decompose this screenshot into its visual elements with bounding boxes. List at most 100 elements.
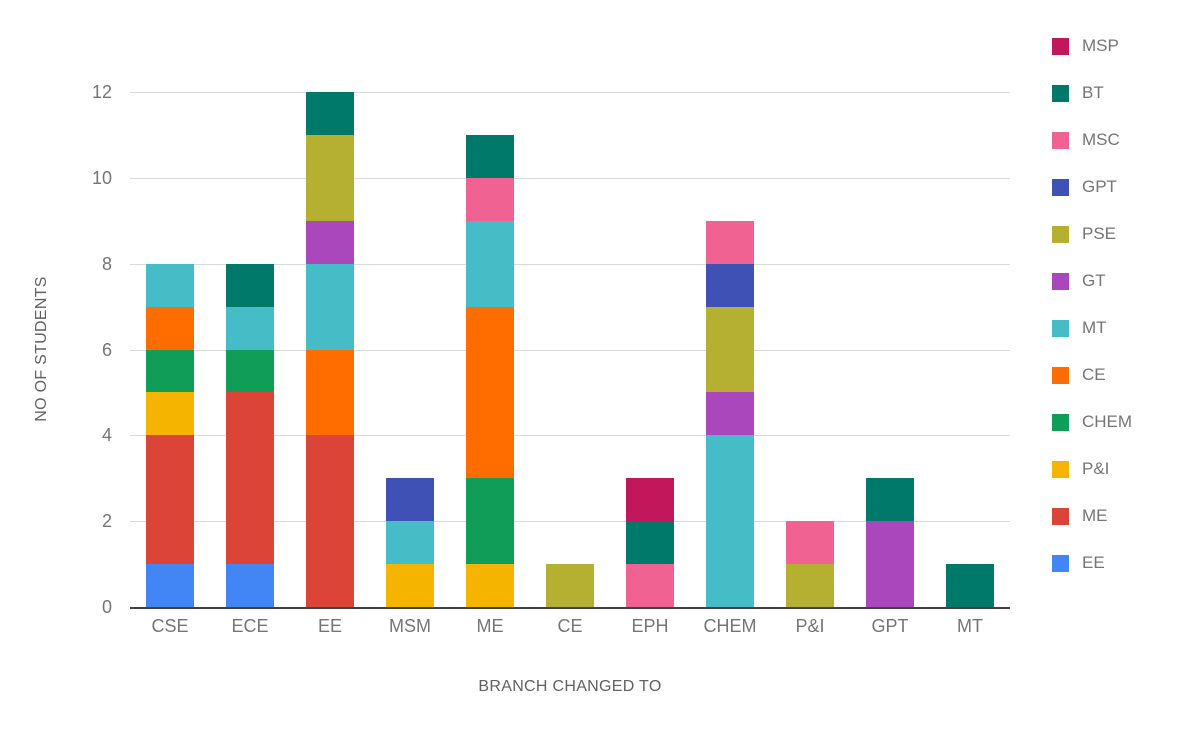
plot-area <box>130 92 1010 609</box>
bar-segment-ME-CHEM <box>466 478 514 565</box>
bar-segment-ECE-CHEM <box>226 349 274 393</box>
bar-segment-EPH-MSC <box>626 564 674 607</box>
bar-segment-CSE-CE <box>146 306 194 350</box>
y-tick-label: 4 <box>101 425 112 446</box>
bar-segment-ME-MT <box>466 220 514 307</box>
x-tick-label-ECE: ECE <box>231 616 269 636</box>
legend-swatch-GPT <box>1052 178 1069 196</box>
legend-item-ME: ME <box>1052 506 1132 526</box>
bar-segment-P&I-PSE <box>786 564 834 607</box>
legend-label: MT <box>1082 318 1107 337</box>
bar-segment-MT-BT <box>946 564 994 607</box>
x-axis-ticks: CSE ECE EE MSM ME CE EPH CHEM P&I GPT MT <box>130 616 1010 640</box>
bar-segment-CSE-ME <box>146 435 194 565</box>
gridline-8 <box>130 263 1010 265</box>
legend-label: EE <box>1082 553 1105 572</box>
legend-swatch-ME <box>1052 507 1069 525</box>
legend-label: MSC <box>1082 130 1120 149</box>
bar-segment-CSE-P&I <box>146 392 194 436</box>
legend-swatch-BT <box>1052 84 1069 102</box>
bar-segment-EE-ME <box>306 435 354 607</box>
bar-EE <box>306 92 354 607</box>
bar-segment-GPT-GT <box>866 521 914 607</box>
bar-segment-EPH-BT <box>626 521 674 565</box>
legend-item-MSC: MSC <box>1052 130 1132 150</box>
bar-segment-GPT-BT <box>866 478 914 522</box>
legend-item-BT: BT <box>1052 83 1132 103</box>
bar-segment-MSM-MT <box>386 521 434 565</box>
bar-segment-ECE-BT <box>226 263 274 307</box>
bar-segment-EE-PSE <box>306 134 354 221</box>
bar-segment-ME-MSC <box>466 177 514 221</box>
legend-label: GT <box>1082 271 1106 290</box>
legend-item-PSE: PSE <box>1052 224 1132 244</box>
bar-MT <box>946 564 994 607</box>
bar-segment-EE-BT <box>306 92 354 135</box>
legend-item-CE: CE <box>1052 365 1132 385</box>
legend-item-GT: GT <box>1052 271 1132 291</box>
bar-segment-CHEM-PSE <box>706 306 754 393</box>
legend-swatch-CE <box>1052 366 1069 384</box>
legend-label: GPT <box>1082 177 1117 196</box>
x-tick-label-P&I: P&I <box>795 616 825 636</box>
bar-P&I <box>786 521 834 607</box>
bar-segment-ECE-ME <box>226 392 274 565</box>
x-tick-label-MSM: MSM <box>389 616 431 636</box>
bar-segment-EE-CE <box>306 349 354 436</box>
legend: MSP BT MSC GPT PSE GT MT CE CHEM P&I ME EE <box>1052 36 1132 600</box>
legend-label: PSE <box>1082 224 1117 243</box>
bar-segment-MSM-P&I <box>386 564 434 607</box>
gridline-10 <box>130 177 1010 179</box>
bar-segment-EE-GT <box>306 220 354 264</box>
bar-MSM <box>386 478 434 607</box>
gridline-4 <box>130 435 1010 437</box>
legend-item-EE: EE <box>1052 553 1132 573</box>
legend-swatch-MSC <box>1052 131 1069 149</box>
bar-segment-CHEM-MT <box>706 435 754 607</box>
legend-label: P&I <box>1082 459 1110 478</box>
y-tick-label: 0 <box>101 597 112 617</box>
legend-swatch-MSP <box>1052 37 1069 55</box>
bar-segment-CSE-EE <box>146 564 194 607</box>
bar-segment-CHEM-GT <box>706 392 754 436</box>
bar-segment-CHEM-MSC <box>706 220 754 264</box>
x-tick-label-CHEM: CHEM <box>703 616 757 636</box>
gridline-12 <box>130 92 1010 93</box>
bar-GPT <box>866 478 914 607</box>
legend-item-GPT: GPT <box>1052 177 1132 197</box>
bar-EPH <box>626 478 674 607</box>
bar-segment-ME-P&I <box>466 564 514 607</box>
x-axis-title: BRANCH CHANGED TO <box>478 678 662 695</box>
bar-segment-ME-BT <box>466 134 514 178</box>
legend-item-MT: MT <box>1052 318 1132 338</box>
legend-swatch-P&I <box>1052 460 1069 478</box>
bar-segment-EE-MT <box>306 263 354 350</box>
x-tick-label-EPH: EPH <box>631 616 669 636</box>
y-tick-label: 6 <box>101 339 112 360</box>
bar-segment-CHEM-GPT <box>706 263 754 307</box>
legend-swatch-CHEM <box>1052 413 1069 431</box>
bar-segment-EPH-MSP <box>626 478 674 522</box>
legend-swatch-GT <box>1052 272 1069 290</box>
bar-segment-P&I-MSC <box>786 521 834 565</box>
legend-label: ME <box>1082 506 1108 525</box>
legend-label: MSP <box>1082 36 1119 55</box>
legend-swatch-EE <box>1052 554 1069 572</box>
bar-segment-CE-PSE <box>546 564 594 607</box>
legend-label: CE <box>1082 365 1106 384</box>
bar-segment-ECE-MT <box>226 306 274 350</box>
y-axis-ticks: 0 2 4 6 8 10 12 <box>0 82 112 617</box>
legend-item-CHEM: CHEM <box>1052 412 1132 432</box>
bar-segment-CSE-CHEM <box>146 349 194 393</box>
legend-item-P&I: P&I <box>1052 459 1132 479</box>
bar-ECE <box>226 263 274 607</box>
x-tick-label-CE: CE <box>557 616 583 636</box>
legend-swatch-MT <box>1052 319 1069 337</box>
bar-ME <box>466 134 514 607</box>
bar-CE <box>546 564 594 607</box>
x-tick-label-MT: MT <box>957 616 983 636</box>
bar-CSE <box>146 263 194 607</box>
y-tick-label: 8 <box>101 253 112 274</box>
legend-swatch-PSE <box>1052 225 1069 243</box>
